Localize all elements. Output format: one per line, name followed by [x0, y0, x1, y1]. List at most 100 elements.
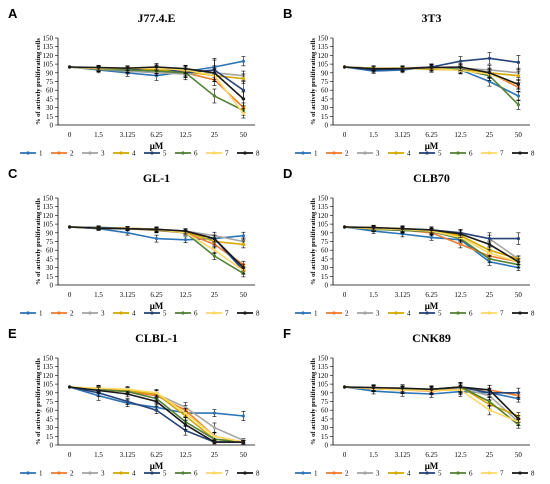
data-point — [125, 231, 130, 235]
legend-label: 5 — [163, 150, 167, 158]
y-tick-label: 0 — [325, 122, 329, 130]
legend-label: 6 — [469, 150, 473, 158]
data-point — [241, 234, 246, 238]
data-point — [400, 386, 405, 390]
data-point — [154, 399, 159, 404]
data-point — [96, 388, 101, 393]
y-tick-label: 0 — [50, 282, 54, 290]
x-tick-label: 25 — [211, 291, 219, 299]
panel-letter: F — [283, 326, 291, 341]
x-axis-label: μM — [425, 461, 439, 471]
legend: 1 2 3 4 5 6 7 8 — [295, 310, 535, 318]
x-tick-label: 25 — [486, 451, 494, 459]
data-point — [487, 56, 492, 60]
y-tick-label: 45 — [46, 95, 54, 103]
panel-title: CLBL-1 — [135, 331, 178, 345]
data-point — [183, 428, 188, 433]
data-point — [125, 227, 130, 231]
data-point — [400, 67, 405, 71]
y-tick-label: 30 — [321, 264, 329, 272]
panel-b: B 3T3% of actively proliferating cells015… — [283, 6, 535, 158]
y-tick-label: 105 — [318, 221, 329, 229]
legend-label: 2 — [345, 150, 349, 158]
data-point — [458, 232, 463, 236]
legend-marker — [181, 151, 185, 155]
legend-marker — [518, 311, 522, 315]
data-point — [487, 399, 492, 404]
data-point — [458, 242, 463, 246]
y-tick-label: 120 — [318, 52, 329, 60]
x-tick-label: 12.5 — [454, 451, 467, 459]
series-8 — [67, 225, 246, 272]
x-tick-label: 3.125 — [120, 451, 136, 459]
data-point — [212, 248, 217, 252]
y-tick-label: 120 — [43, 52, 54, 60]
legend-label: 5 — [163, 470, 167, 478]
legend-label: 8 — [531, 470, 535, 478]
data-point — [183, 405, 188, 409]
legend-label: 3 — [101, 470, 105, 478]
y-tick-label: 90 — [46, 69, 54, 77]
legend-label: 1 — [314, 470, 318, 478]
y-axis-label: % of actively proliferating cells — [310, 198, 317, 285]
legend-label: 1 — [39, 150, 43, 158]
x-tick-label: 12.5 — [454, 131, 467, 139]
data-point — [125, 392, 130, 396]
data-point — [67, 385, 72, 389]
legend-label: 2 — [345, 310, 349, 318]
x-tick-label: 50 — [515, 291, 523, 299]
y-tick-label: 0 — [50, 122, 54, 130]
data-point — [212, 434, 217, 438]
x-tick-label: 3.125 — [120, 291, 136, 299]
data-point — [67, 65, 72, 69]
legend-marker — [26, 311, 30, 315]
panel-a: A J77.4.E % of actively proliferating cell… — [8, 6, 260, 158]
series-8 — [342, 224, 521, 265]
x-tick-label: 3.125 — [120, 131, 136, 139]
data-point — [241, 440, 246, 444]
legend-marker — [363, 471, 367, 475]
panel-letter: B — [283, 6, 292, 21]
legend-marker — [88, 151, 92, 155]
legend-label: 8 — [531, 310, 535, 318]
legend-label: 6 — [469, 470, 473, 478]
x-tick-label: 3.125 — [395, 291, 411, 299]
y-axis-label: % of actively proliferating cells — [35, 358, 42, 445]
y-axis-label: % of actively proliferating cells — [35, 198, 42, 285]
legend-label: 4 — [407, 310, 411, 318]
data-point — [458, 59, 463, 63]
legend-marker — [212, 151, 216, 155]
legend-marker — [425, 151, 429, 155]
y-tick-label: 150 — [43, 355, 54, 363]
x-tick-label: 12.5 — [179, 451, 192, 459]
data-point — [241, 414, 246, 418]
legend-label: 3 — [376, 150, 380, 158]
legend-marker — [332, 471, 336, 475]
legend-marker — [181, 471, 185, 475]
legend-label: 6 — [194, 310, 198, 318]
y-tick-label: 135 — [318, 203, 329, 211]
x-tick-label: 1.5 — [369, 131, 378, 139]
legend-label: 5 — [438, 310, 442, 318]
legend-marker — [394, 471, 398, 475]
data-point — [67, 225, 72, 229]
legend: 1 2 3 4 5 6 7 8 — [20, 310, 260, 318]
data-point — [241, 97, 246, 101]
legend-marker — [88, 311, 92, 315]
y-tick-label: 30 — [321, 104, 329, 112]
y-tick-label: 150 — [43, 35, 54, 43]
legend-marker — [150, 151, 154, 155]
x-tick-label: 50 — [240, 451, 248, 459]
x-axis-label: μM — [425, 141, 439, 151]
y-tick-label: 135 — [318, 363, 329, 371]
data-point — [154, 391, 159, 395]
panel-e: E CLBL-1 % of actively proliferating cells… — [8, 326, 260, 478]
y-tick-label: 75 — [46, 238, 54, 246]
y-tick-label: 75 — [321, 78, 329, 86]
y-tick-label: 90 — [321, 389, 329, 397]
data-point — [241, 111, 246, 115]
data-point — [183, 423, 188, 427]
data-point — [516, 237, 521, 241]
data-point — [371, 225, 376, 230]
panel-title: 3T3 — [421, 11, 441, 25]
